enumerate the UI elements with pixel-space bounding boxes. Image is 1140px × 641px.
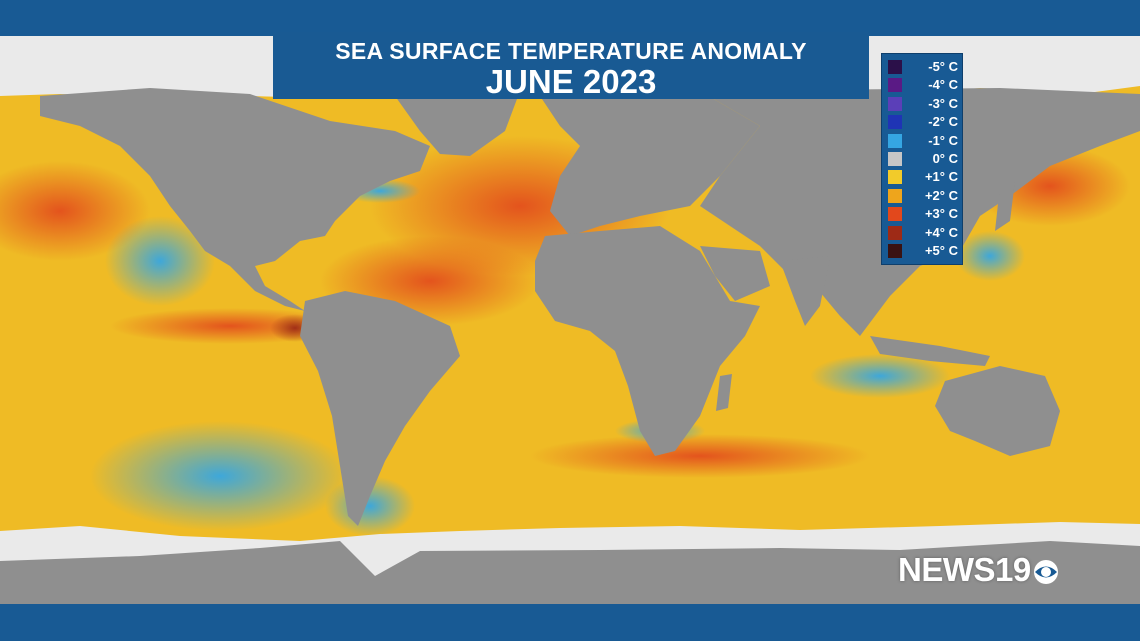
legend-label: -1° C [928, 132, 958, 148]
news19-logo: NEWS19 [898, 550, 1058, 590]
japan-land [995, 181, 1015, 231]
north-america-land [40, 88, 430, 311]
anomaly-north-pacific-warm [0, 161, 150, 261]
antarctica-land [0, 541, 1140, 604]
anomaly-west-pacific-cool [955, 231, 1025, 281]
anomaly-indian-ocean-cool [810, 354, 950, 398]
india-land [780, 256, 830, 326]
legend-item: 0° C [888, 151, 958, 166]
europe-land [540, 91, 760, 236]
bottom-frame-bar [0, 604, 1140, 641]
legend-swatch [888, 188, 902, 203]
legend-swatch [888, 115, 902, 130]
legend-label: +3° C [924, 206, 958, 222]
sea-surface-temperature-map [0, 36, 1140, 604]
legend-label: +5° C [924, 243, 958, 258]
top-frame-bar [0, 0, 1140, 36]
cbs-eye-icon [1034, 560, 1058, 584]
madagascar-land [716, 374, 732, 411]
legend-swatch [888, 244, 902, 258]
legend-swatch [888, 152, 902, 166]
legend-item: -5° C [888, 59, 958, 74]
temperature-legend: -5° C -4° C -3° C -2° C -1° C 0° C +1° C +2° C +… [881, 53, 963, 265]
legend-label: +1° C [924, 169, 958, 185]
legend-swatch [888, 96, 902, 111]
title-line-2: JUNE 2023 [485, 63, 657, 100]
legend-swatch [888, 207, 902, 222]
legend-swatch [888, 170, 902, 185]
logo-text: NEWS19 [898, 551, 1031, 588]
legend-swatch [888, 78, 902, 93]
australia-land [935, 366, 1060, 456]
legend-label: +4° C [924, 224, 958, 240]
legend-item: +1° C [888, 169, 958, 185]
legend-label: +2° C [924, 187, 958, 203]
legend-item: -2° C [888, 114, 958, 130]
legend-item: +3° C [888, 206, 958, 222]
legend-label: 0° C [932, 151, 958, 166]
legend-label: -2° C [928, 114, 958, 130]
legend-item: +2° C [888, 187, 958, 203]
title-box: SEA SURFACE TEMPERATURE ANOMALY JUNE 202… [273, 32, 869, 100]
africa-land [535, 226, 760, 456]
legend-item: +5° C [888, 243, 958, 258]
legend-label: -3° C [928, 95, 958, 111]
anomaly-south-pacific-cool [90, 421, 350, 531]
legend-item: -1° C [888, 132, 958, 148]
legend-swatch [888, 60, 902, 74]
legend-item: +4° C [888, 224, 958, 240]
south-america-land [300, 291, 460, 526]
legend-label: -5° C [928, 59, 958, 74]
anomaly-southern-ocean-warm [530, 434, 870, 478]
legend-swatch [888, 133, 902, 148]
legend-item: -4° C [888, 77, 958, 93]
indonesia-land [870, 336, 990, 366]
arabia-land [700, 246, 770, 301]
title-line-1: SEA SURFACE TEMPERATURE ANOMALY [335, 38, 807, 64]
greenland-land [395, 91, 520, 156]
legend-label: -4° C [928, 77, 958, 93]
anomaly-northeast-pacific-cool [105, 216, 215, 306]
legend-swatch [888, 225, 902, 240]
legend-item: -3° C [888, 95, 958, 111]
